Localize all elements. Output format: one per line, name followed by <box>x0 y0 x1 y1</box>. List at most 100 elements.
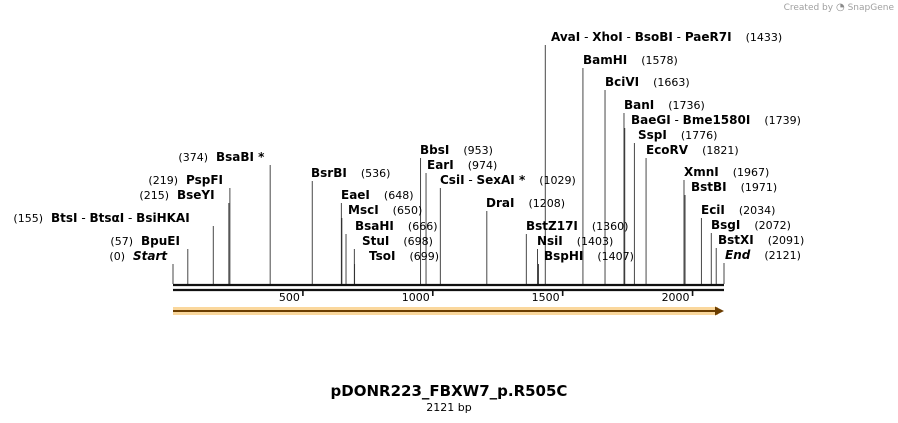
site-enzyme-name[interactable]: BseYI <box>177 188 215 202</box>
site-enzyme-name[interactable]: StuI <box>362 234 389 248</box>
site-enzyme-name[interactable]: MscI <box>348 203 379 217</box>
site-enzyme-name[interactable]: EciI <box>701 203 725 217</box>
site-pspfi[interactable]: PspFI (219) <box>148 173 223 187</box>
site-position: (974) <box>468 159 498 172</box>
site-ecorv[interactable]: EcoRV (1821) <box>646 143 739 157</box>
site-nsii[interactable]: NsiI (1403) <box>537 234 613 248</box>
map-title: pDONR223_FBXW7_p.R505C <box>330 382 568 400</box>
site-position: (648) <box>384 189 414 202</box>
site-enzyme-name[interactable]: BtsI - BtsαI - BsiHKAI <box>51 211 190 225</box>
site-bstz17i[interactable]: BstZ17I (1360) <box>526 219 628 233</box>
site-position: (155) <box>13 212 43 225</box>
site-position: (219) <box>148 174 178 187</box>
site-bsahi[interactable]: BsaHI (666) <box>355 219 438 233</box>
site-bamhi[interactable]: BamHI (1578) <box>583 53 678 67</box>
site-position: (2034) <box>739 204 776 217</box>
site-enzyme-name[interactable]: BsgI <box>711 218 740 232</box>
site-enzyme-name[interactable]: BamHI <box>583 53 627 67</box>
site-position: (0) <box>109 250 125 263</box>
site-end[interactable]: End (2121) <box>725 248 801 262</box>
axis-tick-label: 500 <box>279 291 300 304</box>
site-bbsi[interactable]: BbsI (953) <box>420 143 493 157</box>
site-enzyme-name[interactable]: EcoRV <box>646 143 689 157</box>
site-enzyme-name[interactable]: BsrBI <box>311 166 347 180</box>
site-bseyi[interactable]: BseYI (215) <box>139 188 214 202</box>
axis-tick-label: 1500 <box>532 291 560 304</box>
site-bpuei[interactable]: BpuEI (57) <box>110 234 180 248</box>
site-bsabi[interactable]: BsaBI * (374) <box>178 150 265 164</box>
site-position: (1663) <box>653 76 690 89</box>
site-position: (374) <box>178 151 208 164</box>
site-avai[interactable]: AvaI - XhoI - BsoBI - PaeR7I (1433) <box>551 30 782 44</box>
site-enzyme-name[interactable]: XmnI <box>684 165 719 179</box>
site-eaei[interactable]: EaeI (648) <box>341 188 414 202</box>
site-enzyme-name[interactable]: EaeI <box>341 188 370 202</box>
site-position: (1433) <box>746 31 783 44</box>
site-position: (1967) <box>733 166 770 179</box>
site-enzyme-name[interactable]: DraI <box>486 196 514 210</box>
site-position: (215) <box>139 189 169 202</box>
site-enzyme-name[interactable]: BstXI <box>718 233 754 247</box>
snapgene-watermark: Created by ◔ SnapGene <box>784 2 894 13</box>
site-bsgi[interactable]: BsgI (2072) <box>711 218 791 232</box>
site-bcivi[interactable]: BciVI (1663) <box>605 75 690 89</box>
site-enzyme-name[interactable]: BstZ17I <box>526 219 578 233</box>
site-position: (536) <box>361 167 391 180</box>
site-position: (650) <box>393 204 423 217</box>
axis-tick-label: 1000 <box>402 291 430 304</box>
site-enzyme-name[interactable]: BpuEI <box>141 234 180 248</box>
site-enzyme-name[interactable]: CsiI - SexAI * <box>440 173 526 187</box>
site-sspi[interactable]: SspI (1776) <box>638 128 717 142</box>
site-enzyme-name[interactable]: Start <box>133 249 168 263</box>
site-baegi[interactable]: BaeGI - Bme1580I (1739) <box>631 113 801 127</box>
site-position: (1821) <box>702 144 739 157</box>
site-enzyme-name[interactable]: SspI <box>638 128 667 142</box>
site-btsi[interactable]: BtsI - BtsαI - BsiHKAI (155) <box>13 211 189 225</box>
site-bsphi[interactable]: BspHI (1407) <box>544 249 634 263</box>
site-position: (1578) <box>641 54 678 67</box>
site-position: (1739) <box>764 114 801 127</box>
site-enzyme-name[interactable]: TsoI <box>369 249 395 263</box>
site-enzyme-name[interactable]: BaeGI - Bme1580I <box>631 113 750 127</box>
site-position: (1776) <box>681 129 718 142</box>
site-enzyme-name[interactable]: BanI <box>624 98 654 112</box>
site-position: (699) <box>409 250 439 263</box>
site-leader-lines <box>172 45 725 284</box>
site-enzyme-name[interactable]: EarI <box>427 158 454 172</box>
feature-arrow-head <box>715 306 724 316</box>
site-position: (1971) <box>741 181 778 194</box>
site-ecii[interactable]: EciI (2034) <box>701 203 775 217</box>
site-stui[interactable]: StuI (698) <box>362 234 433 248</box>
site-enzyme-name[interactable]: BsaBI * <box>216 150 265 164</box>
site-position: (1403) <box>577 235 614 248</box>
site-position: (1208) <box>528 197 565 210</box>
site-enzyme-name[interactable]: BciVI <box>605 75 639 89</box>
site-enzyme-name[interactable]: AvaI - XhoI - BsoBI - PaeR7I <box>551 30 732 44</box>
site-enzyme-name[interactable]: PspFI <box>186 173 223 187</box>
site-eari[interactable]: EarI (974) <box>427 158 497 172</box>
site-bani[interactable]: BanI (1736) <box>624 98 705 112</box>
watermark-brand: SnapGene <box>847 3 894 13</box>
site-drai[interactable]: DraI (1208) <box>486 196 565 210</box>
site-enzyme-name[interactable]: NsiI <box>537 234 563 248</box>
site-enzyme-name[interactable]: BspHI <box>544 249 583 263</box>
site-enzyme-name[interactable]: BstBI <box>691 180 727 194</box>
site-position: (698) <box>403 235 433 248</box>
site-enzyme-name[interactable]: End <box>725 248 751 262</box>
site-labels: Start (0) BpuEI (57) BtsI - BtsαI - BsiHKAI (… <box>13 30 804 263</box>
site-xmni[interactable]: XmnI (1967) <box>684 165 769 179</box>
site-msci[interactable]: MscI (650) <box>348 203 422 217</box>
axis-tick-label: 2000 <box>662 291 690 304</box>
site-bstbi[interactable]: BstBI (1971) <box>691 180 777 194</box>
site-bsrbi[interactable]: BsrBI (536) <box>311 166 390 180</box>
site-enzyme-name[interactable]: BbsI <box>420 143 449 157</box>
site-csii[interactable]: CsiI - SexAI * (1029) <box>440 173 576 187</box>
site-start[interactable]: Start (0) <box>109 249 168 263</box>
site-tsoi[interactable]: TsoI (699) <box>369 249 439 263</box>
site-position: (2072) <box>754 219 791 232</box>
site-position: (57) <box>110 235 133 248</box>
site-bstxi[interactable]: BstXI (2091) <box>718 233 804 247</box>
sequence-backbone: 500 1000 1500 2000 <box>173 283 724 316</box>
site-enzyme-name[interactable]: BsaHI <box>355 219 394 233</box>
